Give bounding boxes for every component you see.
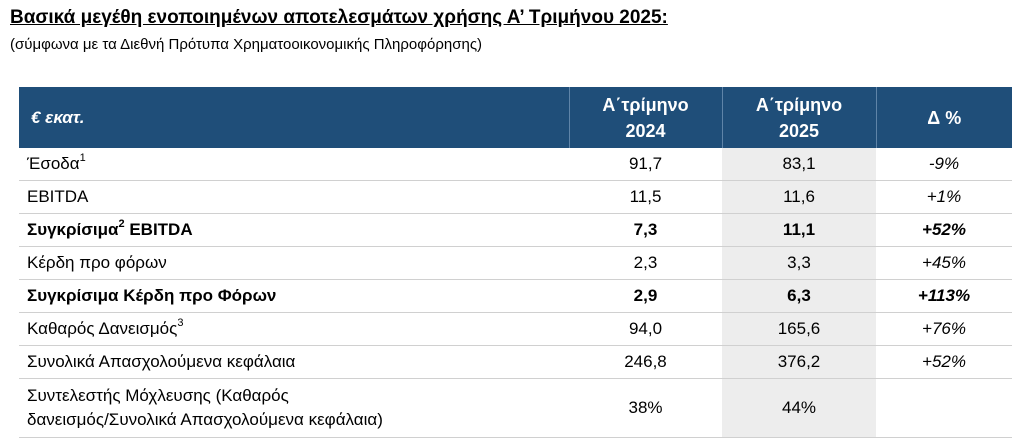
row-label-text-b: EBITDA (124, 220, 193, 239)
row-label: Συνολικά Απασχολούμενα κεφάλαια (19, 345, 569, 379)
value-2024: 2,9 (569, 279, 722, 313)
value-delta: +52% (876, 345, 1012, 379)
value-2025: 376,2 (722, 345, 876, 379)
value-delta: +76% (876, 312, 1012, 346)
value-2025: 165,6 (722, 312, 876, 346)
value-2024: 2,3 (569, 246, 722, 280)
document-title: Βασικά μεγέθη ενοποιημένων αποτελεσμάτων… (10, 7, 668, 28)
value-delta: +1% (876, 180, 1012, 214)
value-delta: +113% (876, 279, 1012, 313)
value-delta: +52% (876, 213, 1012, 247)
row-label: Συγκρίσιμα2 EBITDA (19, 213, 569, 247)
value-2025: 11,1 (722, 213, 876, 247)
header-unit-label: € εκατ. (19, 87, 570, 148)
row-label-line2: δανεισμός/Συνολικά Απασχολούμενα κεφάλαι… (27, 410, 383, 429)
table-row-revenue: Έσοδα1 91,7 83,1 -9% (19, 148, 1012, 181)
header-q1-2024-line2: 2024 (625, 120, 666, 141)
value-2025: 44% (722, 378, 876, 438)
footnote-marker: 2 (118, 218, 125, 231)
row-label: Καθαρός Δανεισμός3 (19, 312, 569, 346)
header-delta: Δ % (876, 87, 1012, 148)
value-2024: 11,5 (569, 180, 722, 214)
header-q1-2024: Α΄τρίμηνο 2024 (569, 87, 723, 148)
value-2024: 7,3 (569, 213, 722, 247)
value-2024: 246,8 (569, 345, 722, 379)
table-row-ebitda: EBITDA 11,5 11,6 +1% (19, 180, 1012, 214)
value-2025: 11,6 (722, 180, 876, 214)
header-q1-2025: Α΄τρίμηνο 2025 (722, 87, 877, 148)
table-header-row: € εκατ. Α΄τρίμηνο 2024 Α΄τρίμηνο 2025 Δ … (19, 87, 1012, 148)
row-label-line1: Συντελεστής Μόχλευσης (Καθαρός (27, 386, 289, 405)
row-label-text: Καθαρός Δανεισμός (27, 319, 178, 338)
row-label: Συντελεστής Μόχλευσης (Καθαρός δανεισμός… (19, 378, 569, 438)
row-label: EBITDA (19, 180, 569, 214)
table-row-comparable-ebitda: Συγκρίσιμα2 EBITDA 7,3 11,1 +52% (19, 213, 1012, 247)
document-subtitle: (σύμφωνα με τα Διεθνή Πρότυπα Χρηματοοικ… (10, 36, 483, 53)
row-label: Κέρδη προ φόρων (19, 246, 569, 280)
row-label-text-a: Συγκρίσιμα (27, 220, 119, 239)
value-2024: 94,0 (569, 312, 722, 346)
row-label: Συγκρίσιμα Κέρδη προ Φόρων (19, 279, 569, 313)
value-delta (876, 378, 1012, 438)
footnote-marker: 3 (177, 317, 184, 330)
header-q1-2025-line1: Α΄τρίμηνο (755, 94, 843, 115)
table-row-ebt: Κέρδη προ φόρων 2,3 3,3 +45% (19, 246, 1012, 280)
table-row-capital-employed: Συνολικά Απασχολούμενα κεφάλαια 246,8 37… (19, 345, 1012, 379)
value-delta: +45% (876, 246, 1012, 280)
value-delta: -9% (876, 148, 1012, 181)
value-2025: 83,1 (722, 148, 876, 181)
value-2024: 38% (569, 378, 722, 438)
value-2024: 91,7 (569, 148, 722, 181)
table-row-comparable-ebt: Συγκρίσιμα Κέρδη προ Φόρων 2,9 6,3 +113% (19, 279, 1012, 313)
value-2025: 6,3 (722, 279, 876, 313)
table-row-leverage-ratio: Συντελεστής Μόχλευσης (Καθαρός δανεισμός… (19, 378, 1012, 438)
row-label: Έσοδα1 (19, 148, 569, 181)
header-q1-2025-line2: 2025 (778, 120, 820, 141)
header-q1-2024-line1: Α΄τρίμηνο (602, 94, 689, 115)
financial-results-table: € εκατ. Α΄τρίμηνο 2024 Α΄τρίμηνο 2025 Δ … (19, 87, 1012, 438)
footnote-marker: 1 (79, 152, 86, 165)
table-row-net-debt: Καθαρός Δανεισμός3 94,0 165,6 +76% (19, 312, 1012, 346)
row-label-text: Έσοδα (27, 154, 80, 173)
value-2025: 3,3 (722, 246, 876, 280)
